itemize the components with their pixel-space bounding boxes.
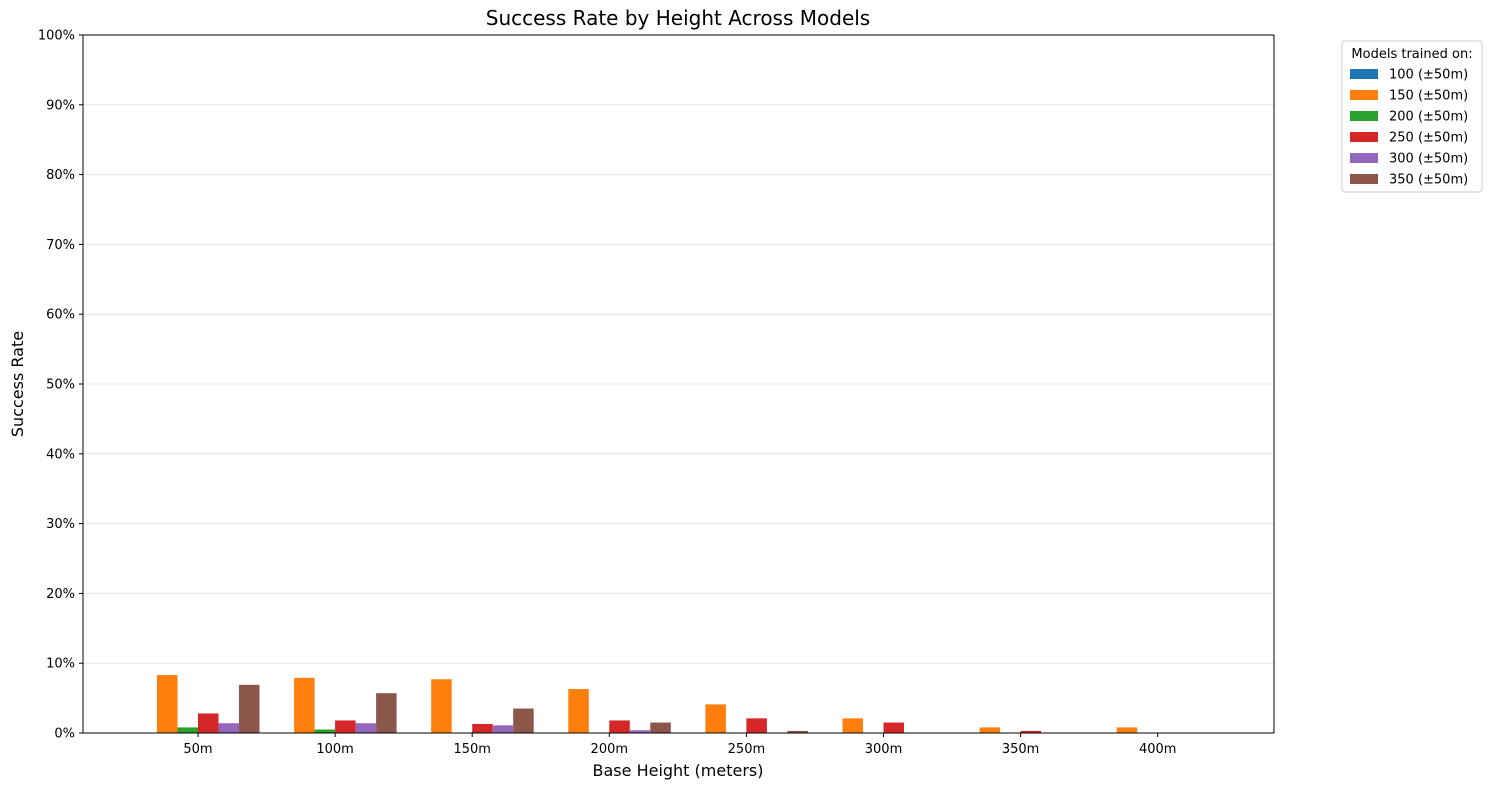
bar [239,684,260,733]
chart-title: Success Rate by Height Across Models [486,6,870,30]
y-tick-label: 90% [46,98,75,113]
legend-title: Models trained on: [1351,47,1472,62]
y-axis-title: Success Rate [8,331,27,437]
bar [1116,727,1138,733]
bar [314,729,336,733]
x-tick-label: 50m [183,742,212,757]
y-tick-label: 60% [46,308,75,323]
bar [218,723,239,733]
legend-swatch [1350,132,1378,142]
legend: Models trained on: 100 (±50m) 150 (±50m) 2… [1341,40,1483,193]
x-tick-label: 400m [1139,742,1176,757]
bar [513,708,534,733]
bar [629,730,651,733]
bar [472,723,493,733]
x-tick-label: 200m [591,742,628,757]
bar [568,689,589,733]
legend-swatch [1350,153,1378,163]
y-tick-label: 80% [46,168,75,183]
legend-label: 350 (±50m) [1389,173,1468,188]
legend-swatch [1350,174,1378,184]
grid-lines [83,104,1274,664]
bar [376,693,397,733]
x-tick-label: 150m [453,742,490,757]
bar [177,727,198,733]
legend-swatch [1350,90,1378,100]
bar [609,720,630,733]
legend-label: 100 (±50m) [1389,68,1468,83]
bar [355,723,377,733]
y-axis: 0% 10% 20% 30% 40% 50% 60% 70% 80% 90% 100% [38,29,83,742]
y-tick-label: 50% [46,378,75,393]
x-tick-label: 250m [728,742,765,757]
y-tick-label: 30% [46,517,75,532]
bar [883,722,904,733]
bar [746,718,767,733]
y-tick-label: 20% [46,587,75,602]
bar [842,718,863,733]
x-tick-label: 300m [865,742,902,757]
y-tick-label: 70% [46,238,75,253]
y-tick-label: 10% [46,657,75,672]
bar [650,722,671,733]
bar [335,720,356,733]
bar [787,730,808,733]
legend-swatch [1350,111,1378,121]
bar [157,675,178,733]
y-tick-label: 100% [38,29,75,44]
bar [431,679,452,733]
bar [979,727,1001,733]
bars [157,675,1138,733]
bar [198,713,219,733]
y-tick-label: 0% [54,727,75,742]
legend-label: 200 (±50m) [1389,110,1468,125]
y-tick-label: 40% [46,447,75,462]
x-axis: 50m 100m 150m 200m 250m 300m 350m 400m [183,733,1176,757]
bar [1020,730,1042,733]
bar [705,704,726,733]
x-tick-label: 100m [316,742,353,757]
bar [492,725,514,733]
legend-label: 150 (±50m) [1389,89,1468,104]
bar [294,677,315,733]
legend-label: 300 (±50m) [1389,152,1468,167]
x-tick-label: 350m [1002,742,1039,757]
legend-swatch [1350,69,1378,79]
legend-label: 250 (±50m) [1389,131,1468,146]
x-axis-title: Base Height (meters) [593,761,764,780]
